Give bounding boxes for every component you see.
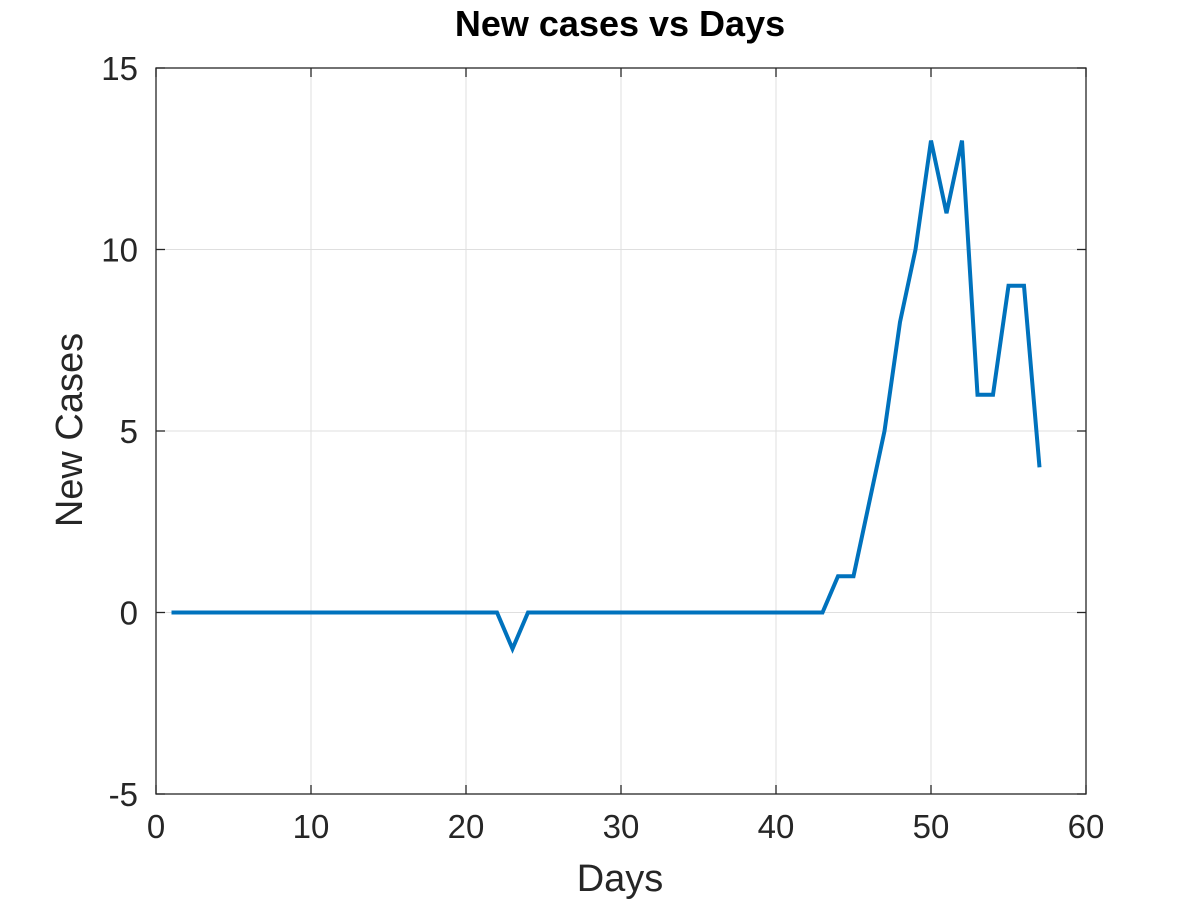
y-tick-label-4: 15 [101, 50, 138, 87]
y-axis-label: New Cases [49, 333, 91, 527]
x-tick-label-2: 20 [448, 808, 485, 845]
x-tick-label-3: 30 [603, 808, 640, 845]
y-tick-label-2: 5 [120, 413, 138, 450]
y-tick-label-0: -5 [109, 776, 138, 813]
y-tick-label-1: 0 [120, 595, 138, 632]
x-tick-label-5: 50 [913, 808, 950, 845]
x-tick-label-0: 0 [147, 808, 165, 845]
grid-lines [155, 67, 1087, 795]
x-tick-label-6: 60 [1068, 808, 1105, 845]
axis-ticks [155, 67, 1087, 795]
x-tick-label-4: 40 [758, 808, 795, 845]
x-tick-label-1: 10 [293, 808, 330, 845]
chart-title: New cases vs Days [455, 3, 785, 44]
x-axis-label: Days [577, 858, 664, 900]
series-lines [171, 140, 1042, 654]
series-line-0 [171, 140, 1042, 654]
y-tick-label-3: 10 [101, 232, 138, 269]
